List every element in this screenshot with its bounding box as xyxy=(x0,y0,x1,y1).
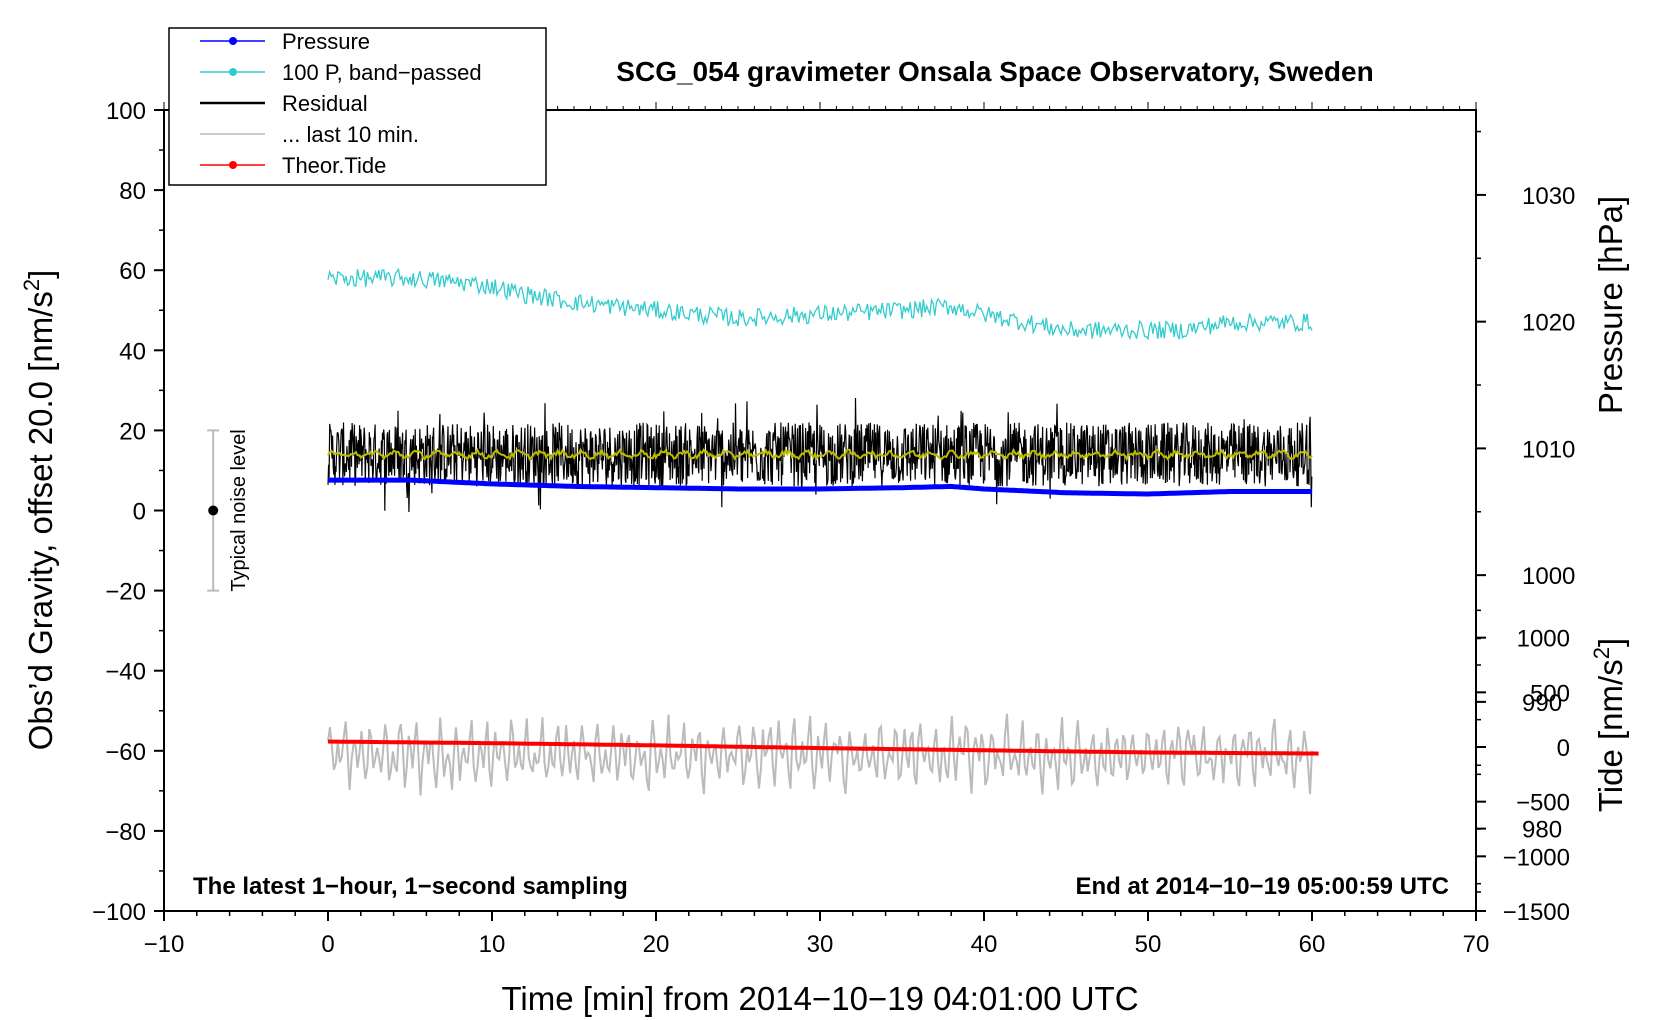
y-axis-tide: 1000 500 0 −500 −1000 −1500 xyxy=(1476,609,1570,926)
legend-marker xyxy=(229,161,237,169)
y-tick-label: 60 xyxy=(119,258,146,285)
x-axis-label: Time [min] from 2014−10−19 04:01:00 UTC xyxy=(501,980,1138,1017)
y-tick-label: −60 xyxy=(105,739,146,766)
y-axis-label-sup: 2 xyxy=(19,279,44,291)
series-theor-tide xyxy=(327,739,1319,756)
y-tick-label: −40 xyxy=(105,659,146,686)
tide-axis-label-text: Tide [nm/s xyxy=(1592,659,1629,812)
series-last-10-min xyxy=(327,713,1313,796)
tide-axis-label-close: ] xyxy=(1592,638,1629,647)
y-axis-label-text: Obs’d Gravity, offset 20.0 [nm/s xyxy=(22,291,59,750)
legend-box xyxy=(168,27,547,186)
pressure-tick-label: 1030 xyxy=(1522,183,1575,210)
chart-title: SCG_054 gravimeter Onsala Space Observat… xyxy=(616,56,1373,87)
x-axis: −10 0 10 20 30 40 50 60 70 xyxy=(144,911,1490,958)
x-tick-label: 60 xyxy=(1299,931,1326,958)
y-tick-label: 40 xyxy=(119,338,146,365)
tide-axis-label-sup: 2 xyxy=(1589,647,1614,659)
tide-axis-label: Tide [nm/s2] xyxy=(1589,638,1629,812)
legend-items: Pressure 100 P, band−passed Residual ... la… xyxy=(200,29,482,178)
tide-tick-label: 500 xyxy=(1530,680,1570,707)
x-tick-label: 70 xyxy=(1463,931,1490,958)
series-layer xyxy=(327,267,1319,796)
noise-level-label: Typical noise level xyxy=(228,429,250,591)
x-tick-label: 0 xyxy=(321,931,334,958)
y-tick-label: −20 xyxy=(105,579,146,606)
tide-tick-label: −1000 xyxy=(1503,844,1570,871)
y-tick-label: 0 xyxy=(133,499,146,526)
series-pressure xyxy=(328,477,1312,497)
x-tick-label: −10 xyxy=(144,931,185,958)
x-tick-label: 40 xyxy=(971,931,998,958)
x-tick-label: 50 xyxy=(1135,931,1162,958)
noise-level-bar xyxy=(207,429,220,592)
noise-bar-center xyxy=(208,505,219,516)
y-axis-pressure: 1030 1020 1010 1000 990 980 xyxy=(1476,130,1575,893)
x-tick-label: 10 xyxy=(479,931,506,958)
pressure-tick-label: 990 xyxy=(1522,690,1562,717)
y-axis-label: Obs’d Gravity, offset 20.0 [nm/s2] xyxy=(19,270,59,751)
tide-tick-label: 0 xyxy=(1557,735,1570,762)
y-axis-label-close: ] xyxy=(22,270,59,279)
pressure-tick-label: 1020 xyxy=(1522,310,1575,337)
end-time-note: End at 2014−10−19 05:00:59 UTC xyxy=(1075,873,1449,900)
x-tick-label: 30 xyxy=(807,931,834,958)
series-residual-smoothed xyxy=(327,447,1313,462)
sampling-note: The latest 1−hour, 1−second sampling xyxy=(193,873,628,900)
legend-label: 100 P, band−passed xyxy=(282,60,482,85)
pressure-tick-label: 1000 xyxy=(1522,563,1575,590)
pressure-tick-label: 980 xyxy=(1522,817,1562,844)
tide-tick-label: 1000 xyxy=(1517,626,1570,653)
y-tick-label: −80 xyxy=(105,819,146,846)
plot-frame xyxy=(163,109,1477,912)
legend-label: Theor.Tide xyxy=(282,153,386,178)
y-tick-label: 80 xyxy=(119,178,146,205)
legend-label: ... last 10 min. xyxy=(282,122,419,147)
legend: Pressure 100 P, band−passed Residual ... la… xyxy=(168,27,547,186)
y-tick-label: 20 xyxy=(119,418,146,445)
tide-tick-label: −1500 xyxy=(1503,899,1570,926)
y-tick-label: 100 xyxy=(106,98,146,125)
legend-marker xyxy=(229,37,237,45)
y-tick-label: −100 xyxy=(92,899,146,926)
y-axis-gravity: 100 80 60 40 20 0 −20 −40 −60 −80 −100 xyxy=(92,98,164,926)
x-tick-label: 20 xyxy=(643,931,670,958)
pressure-tick-label: 1010 xyxy=(1522,436,1575,463)
legend-label: Pressure xyxy=(282,29,370,54)
series-band-passed xyxy=(327,267,1313,341)
pressure-axis-label: Pressure [hPa] xyxy=(1592,196,1629,414)
tide-tick-label: −500 xyxy=(1516,790,1570,817)
legend-marker xyxy=(229,68,237,76)
legend-label: Residual xyxy=(282,91,368,116)
